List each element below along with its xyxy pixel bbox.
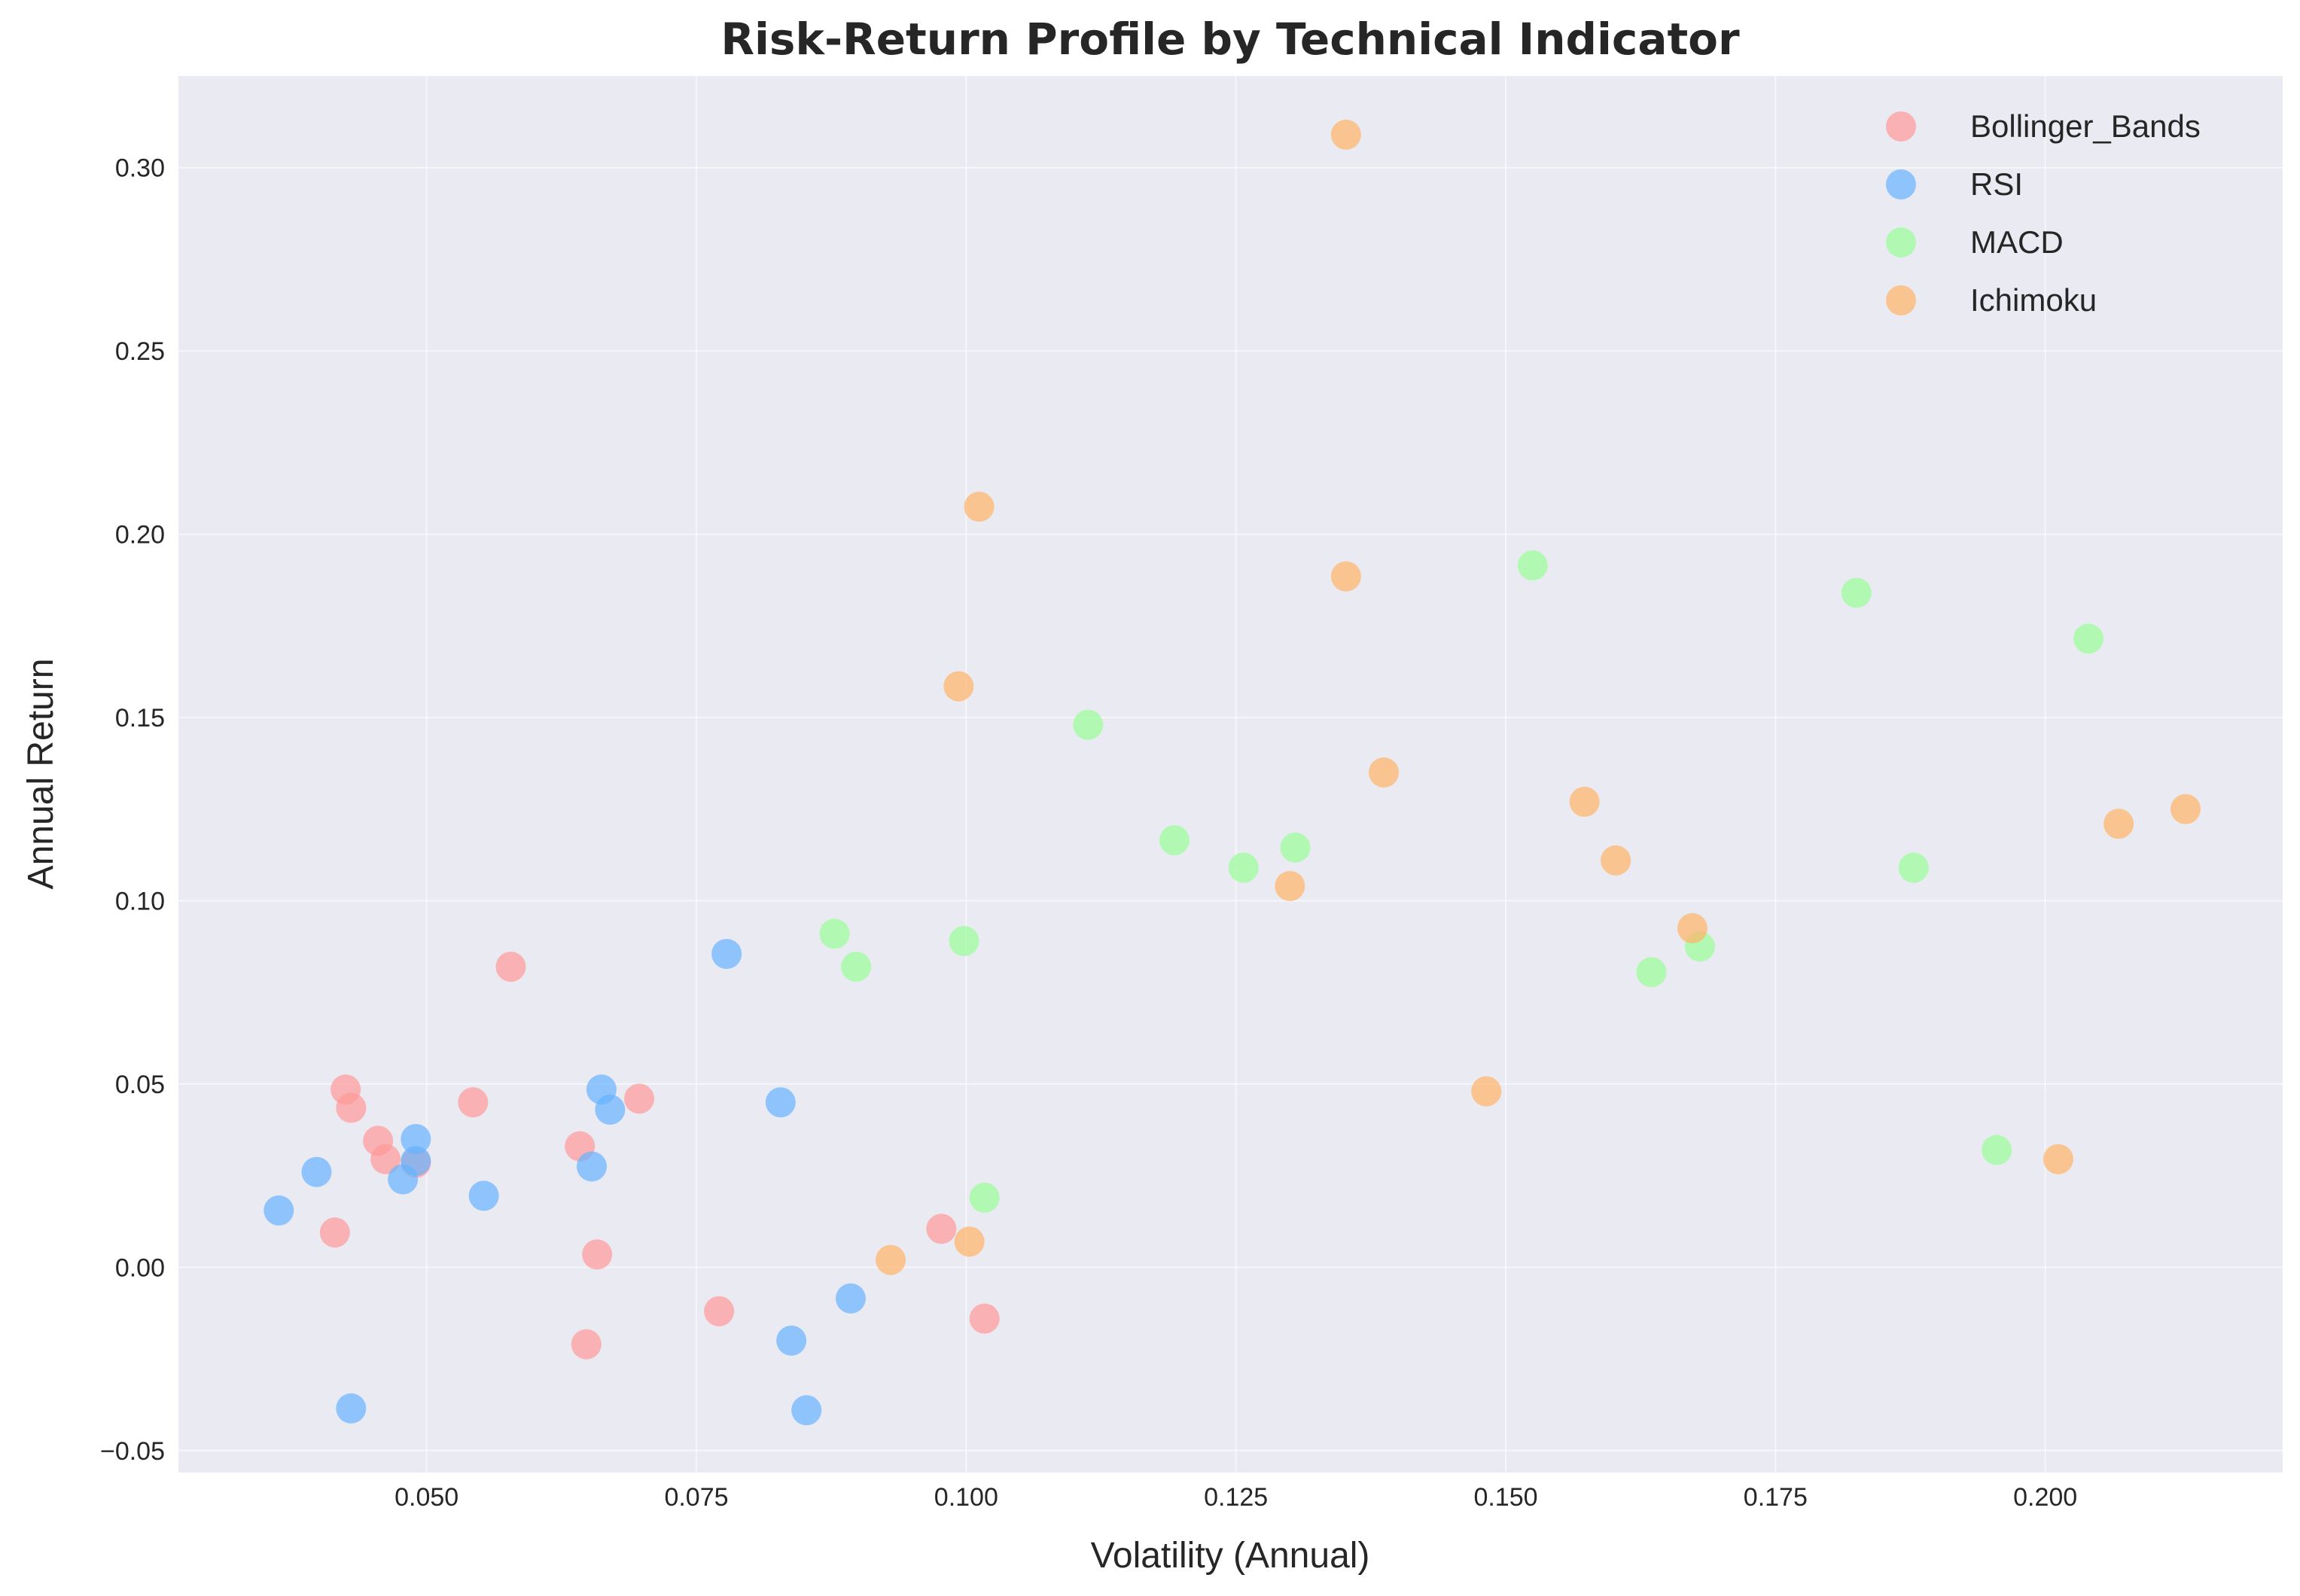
data-point-ichimoku <box>1330 561 1361 592</box>
data-point-macd <box>949 926 979 957</box>
data-point-macd <box>1982 1135 2012 1165</box>
y-tick-label: 0.15 <box>115 704 165 733</box>
data-point-rsi <box>576 1151 607 1182</box>
data-point-bollinger-bands <box>458 1087 489 1118</box>
x-tick-label: 0.150 <box>1473 1483 1537 1512</box>
data-point-macd <box>1636 957 1667 988</box>
data-point-ichimoku <box>1471 1076 1502 1107</box>
data-point-rsi <box>765 1087 796 1118</box>
data-point-rsi <box>336 1393 367 1424</box>
data-point-bollinger-bands <box>926 1214 957 1244</box>
legend-label-ichimoku: Ichimoku <box>1970 282 2097 318</box>
x-tick-label: 0.200 <box>2013 1483 2077 1512</box>
data-point-ichimoku <box>1601 845 1631 876</box>
y-tick-label: 0.25 <box>115 337 165 366</box>
data-point-macd <box>1517 550 1548 580</box>
data-point-ichimoku <box>1677 912 1707 943</box>
data-point-rsi <box>791 1395 822 1426</box>
data-point-macd <box>1073 709 1104 740</box>
x-tick-label: 0.050 <box>395 1483 458 1512</box>
data-point-ichimoku <box>2171 793 2201 824</box>
x-tick-label: 0.175 <box>1744 1483 1808 1512</box>
x-tick-label: 0.075 <box>664 1483 728 1512</box>
data-point-rsi <box>711 939 742 970</box>
x-axis-label: Volatility (Annual) <box>1091 1536 1370 1576</box>
data-point-macd <box>819 918 850 949</box>
data-point-macd <box>1898 852 1929 883</box>
data-point-macd <box>2073 623 2104 654</box>
legend-label-bollinger-bands: Bollinger_Bands <box>1970 108 2201 144</box>
x-tick-label: 0.100 <box>934 1483 998 1512</box>
data-point-macd <box>841 952 872 982</box>
data-point-macd <box>1228 852 1259 883</box>
y-tick-label: 0.30 <box>115 154 165 183</box>
chart-title: Risk-Return Profile by Technical Indicat… <box>720 14 1740 65</box>
legend-marker-bollinger-bands <box>1886 111 1916 142</box>
data-point-rsi <box>595 1094 626 1125</box>
data-point-ichimoku <box>943 671 974 702</box>
tick-labels: 0.050 0.075 0.100 0.125 0.150 0.175 0.200 −0.05… <box>100 154 2077 1512</box>
data-point-rsi <box>401 1146 431 1177</box>
data-point-rsi <box>835 1283 866 1314</box>
data-points <box>264 119 2201 1426</box>
data-point-ichimoku <box>1369 757 1400 788</box>
y-tick-label: 0.05 <box>115 1071 165 1099</box>
data-point-ichimoku <box>876 1244 906 1275</box>
data-point-bollinger-bands <box>624 1083 655 1114</box>
data-point-rsi <box>401 1123 431 1154</box>
data-point-ichimoku <box>1569 787 1600 818</box>
data-point-macd <box>1159 825 1190 856</box>
data-point-ichimoku <box>964 492 995 522</box>
data-point-macd <box>969 1182 1000 1213</box>
x-tick-label: 0.125 <box>1204 1483 1268 1512</box>
data-point-bollinger-bands <box>319 1217 350 1248</box>
y-tick-label: −0.05 <box>100 1437 165 1466</box>
legend-label-macd: MACD <box>1970 224 2064 260</box>
data-point-bollinger-bands <box>370 1144 401 1174</box>
data-point-ichimoku <box>1330 119 1361 150</box>
data-point-ichimoku <box>2104 809 2134 839</box>
data-point-rsi <box>301 1156 332 1187</box>
data-point-macd <box>1841 577 1872 608</box>
legend-marker-ichimoku <box>1886 285 1916 315</box>
data-point-bollinger-bands <box>969 1303 1000 1334</box>
data-point-bollinger-bands <box>704 1296 735 1326</box>
plot-area <box>178 76 2283 1473</box>
data-point-ichimoku <box>1275 870 1305 901</box>
legend: Bollinger_Bands RSI MACD Ichimoku <box>1886 108 2201 318</box>
legend-marker-rsi <box>1886 169 1916 200</box>
y-tick-label: 0.00 <box>115 1253 165 1282</box>
data-point-bollinger-bands <box>571 1329 602 1360</box>
data-point-bollinger-bands <box>582 1239 613 1270</box>
data-point-rsi <box>264 1195 294 1226</box>
grid-lines <box>178 76 2283 1473</box>
data-point-ichimoku <box>2043 1144 2073 1174</box>
legend-marker-macd <box>1886 227 1916 257</box>
legend-label-rsi: RSI <box>1970 166 2023 202</box>
y-tick-label: 0.20 <box>115 521 165 550</box>
data-point-rsi <box>776 1325 807 1356</box>
y-axis-label: Annual Return <box>21 659 61 890</box>
data-point-rsi <box>468 1180 499 1211</box>
y-tick-label: 0.10 <box>115 887 165 915</box>
data-point-macd <box>1280 832 1311 863</box>
data-point-bollinger-bands <box>495 952 526 982</box>
data-point-bollinger-bands <box>336 1092 367 1123</box>
data-point-ichimoku <box>954 1226 985 1257</box>
